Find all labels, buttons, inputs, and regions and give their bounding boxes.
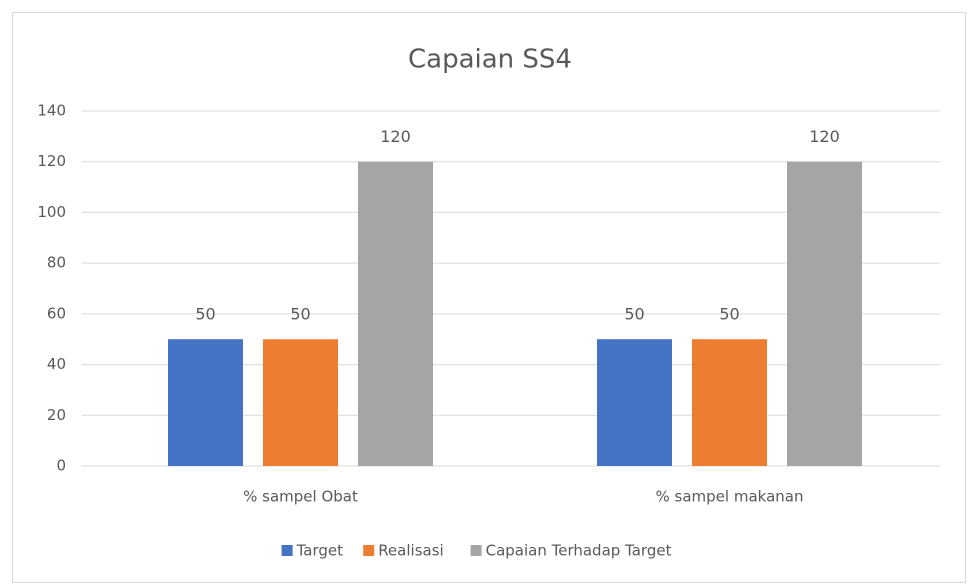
chart-title: Capaian SS4: [408, 45, 572, 75]
bar: [358, 161, 433, 466]
data-label: 50: [624, 305, 644, 324]
legend-label: Capaian Terhadap Target: [486, 542, 672, 560]
data-label: 50: [719, 305, 739, 324]
legend-swatch: [363, 545, 375, 556]
y-tick-label: 80: [47, 254, 66, 272]
bar: [597, 339, 672, 466]
legend-swatch: [281, 545, 293, 556]
y-tick-label: 20: [47, 406, 66, 424]
bar: [263, 339, 338, 466]
y-tick-label: 120: [37, 152, 66, 170]
x-tick-label: % sampel makanan: [656, 488, 804, 506]
bar: [787, 161, 862, 466]
bar: [692, 339, 767, 466]
data-label: 50: [290, 305, 310, 324]
y-tick-label: 40: [47, 355, 66, 373]
legend-label: Target: [296, 542, 344, 560]
y-tick-label: 60: [47, 304, 66, 322]
y-tick-label: 0: [56, 457, 66, 475]
y-tick-label: 100: [37, 203, 66, 221]
legend-label: Realisasi: [378, 542, 444, 560]
data-label: 120: [380, 127, 411, 146]
legend-swatch: [470, 545, 482, 556]
y-tick-label: 140: [37, 102, 66, 120]
x-tick-label: % sampel Obat: [243, 488, 358, 506]
data-label: 50: [195, 305, 215, 324]
data-label: 120: [809, 127, 840, 146]
bar: [168, 339, 243, 466]
